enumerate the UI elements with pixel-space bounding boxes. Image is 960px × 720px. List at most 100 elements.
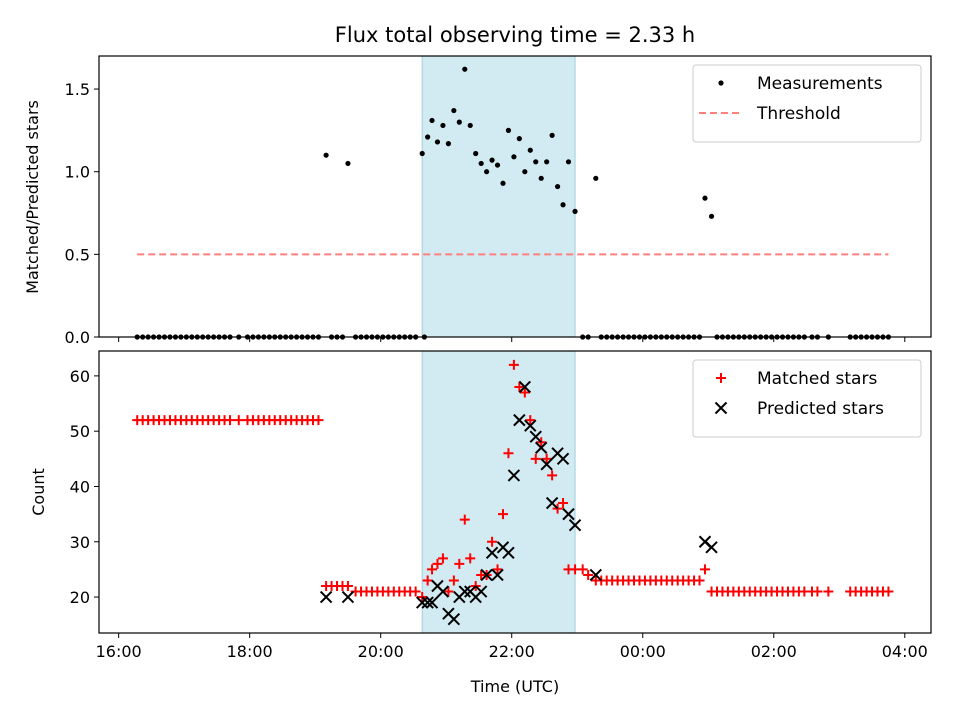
axes-frame <box>98 55 932 338</box>
y-tick-label: 50 <box>70 422 90 441</box>
predicted-stars-point <box>502 546 515 560</box>
x-axis-label: Time (UTC) <box>470 677 559 696</box>
measurement-point <box>522 169 528 175</box>
measurement-point <box>708 213 715 219</box>
matched-stars-point <box>410 586 421 597</box>
matched-stars-point <box>422 575 433 586</box>
predicted-stars-point <box>474 585 488 598</box>
predicted-stars-point <box>485 546 499 560</box>
predicted-stars-point <box>341 590 355 604</box>
legend-marker <box>718 80 724 86</box>
measurement-point <box>527 147 533 153</box>
matched-stars-point <box>503 448 514 459</box>
legend-label: Matched stars <box>757 369 877 389</box>
matched-stars-point <box>233 415 244 426</box>
predicted-stars-point <box>415 596 429 609</box>
matched-stars-point <box>313 415 324 426</box>
measurement-point <box>505 127 512 133</box>
measurement-point <box>429 117 435 124</box>
predicted-stars-point <box>425 596 439 609</box>
measurement-point <box>440 122 446 129</box>
measurement-point <box>345 160 351 167</box>
predicted-stars-point <box>421 596 434 609</box>
measurement-point <box>462 66 468 72</box>
matched-stars-point <box>487 536 498 547</box>
measurement-point <box>445 141 451 147</box>
measurement-point <box>500 180 506 186</box>
x-tick-label: 18:00 <box>227 642 273 661</box>
measurement-point <box>533 159 539 165</box>
ratio-panel: 0.0 0.5 1.0 1.5 Measurements Threshold <box>65 55 932 347</box>
predicted-stars-point <box>540 458 553 471</box>
matched-stars-point <box>454 558 465 569</box>
measurement-point <box>593 175 599 181</box>
predicted-stars-point <box>545 496 559 510</box>
measurement-point <box>554 183 561 190</box>
predicted-stars-point <box>436 585 450 598</box>
matched-stars-point <box>448 575 459 586</box>
predicted-stars-point <box>705 541 718 554</box>
predicted-stars-point <box>534 441 548 454</box>
matched-stars-point <box>699 564 710 575</box>
measurement-point <box>484 169 490 175</box>
matched-stars-point <box>437 553 448 564</box>
matched-stars-point <box>508 359 519 370</box>
y-tick-label: 1.5 <box>65 80 90 99</box>
predicted-stars-point <box>447 612 461 626</box>
matched-stars-point <box>525 415 536 426</box>
matched-stars-point <box>558 498 569 509</box>
legend-marker <box>714 401 728 415</box>
measurement-point <box>323 152 329 158</box>
legend <box>692 359 922 438</box>
measurement-point <box>516 136 522 142</box>
observing-window-span <box>421 55 576 338</box>
y-tick-label: 30 <box>70 533 90 552</box>
axes-frame <box>98 350 932 634</box>
x-tick-label: 04:00 <box>882 642 928 661</box>
matched-stars-point <box>541 453 552 464</box>
matched-stars-point <box>465 553 476 564</box>
matched-stars-point <box>492 564 503 575</box>
matched-stars-point <box>427 564 438 575</box>
matched-stars-point <box>342 581 353 591</box>
measurement-point <box>478 160 484 167</box>
legend-label: Predicted stars <box>757 399 884 419</box>
x-tick-label: 16:00 <box>96 642 142 661</box>
matched-stars-point <box>443 586 454 597</box>
measurement-point <box>560 202 566 208</box>
legend-label: Measurements <box>757 74 883 94</box>
predicted-stars-point <box>568 518 582 532</box>
predicted-stars-point <box>491 568 504 582</box>
measurement-point <box>456 119 462 125</box>
matched-stars-point <box>497 509 508 520</box>
measurement-point <box>538 175 544 181</box>
matched-stars-point <box>694 575 705 586</box>
x-tick-label: 00:00 <box>620 642 666 661</box>
y-axis-label-ratio: Matched/Predicted stars <box>23 100 42 294</box>
x-tick-label: 02:00 <box>751 642 797 661</box>
matched-stars-point <box>519 387 530 398</box>
matched-stars-point <box>547 470 558 481</box>
measurement-point <box>572 208 578 214</box>
matched-stars-point <box>823 586 834 597</box>
count-panel: 20 30 40 50 60 16:00 18:00 20:00 22:00 00:00 02:00… <box>70 350 932 661</box>
predicted-stars-point <box>529 430 542 443</box>
y-tick-label: 0.0 <box>65 328 90 347</box>
measurement-point <box>425 134 431 140</box>
measurement-point <box>467 122 473 129</box>
predicted-stars-point <box>524 419 537 432</box>
y-tick-label: 0.5 <box>65 245 90 264</box>
y-axis-label-count: Count <box>29 468 48 516</box>
matched-stars-point <box>225 415 236 426</box>
measurement-point <box>419 150 425 157</box>
matched-stars-point <box>432 558 443 569</box>
matched-stars-point <box>577 564 588 575</box>
predicted-stars-point <box>480 568 493 582</box>
predicted-stars-point <box>513 413 526 427</box>
measurement-point <box>565 159 572 165</box>
x-tick-label: 22:00 <box>489 642 535 661</box>
predicted-stars-point <box>562 507 575 521</box>
measurement-point <box>434 139 441 145</box>
predicted-stars-point <box>556 452 570 466</box>
